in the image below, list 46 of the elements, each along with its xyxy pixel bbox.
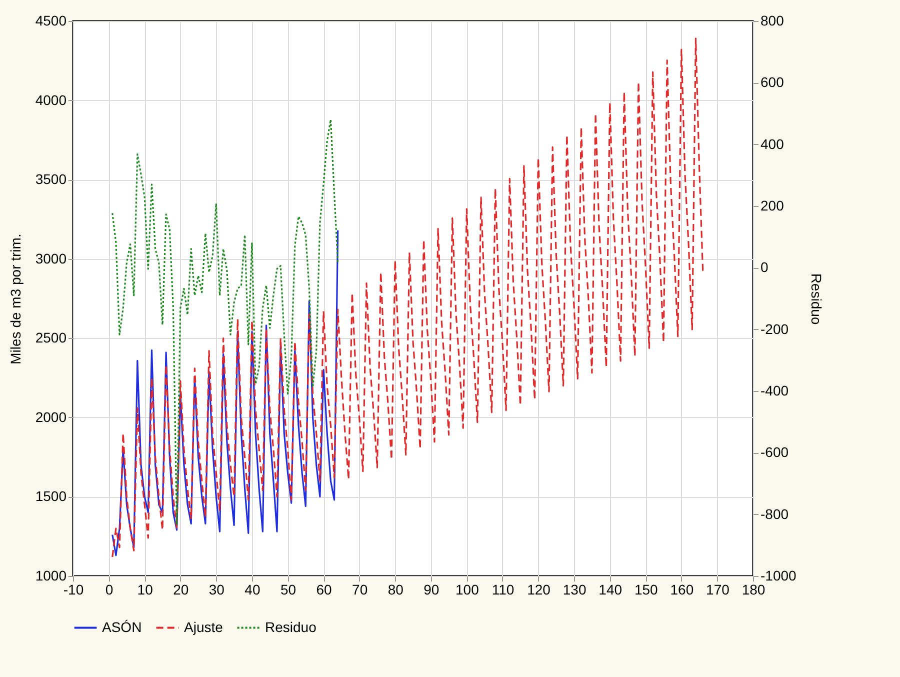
y2-tick-label: 0 (760, 259, 768, 276)
x-tick-label: 150 (634, 582, 658, 598)
x-tick-label: 10 (137, 582, 154, 598)
y-tick-label: 2500 (35, 330, 67, 346)
y2-tick-label: -1000 (760, 568, 797, 584)
y-axis-title: Miles de m3 por trim. (7, 234, 24, 364)
x-tick-label: 50 (280, 582, 296, 598)
y2-tick-label: -400 (760, 382, 789, 398)
y-tick-label: 1500 (35, 488, 67, 504)
y-tick-label: 2000 (35, 408, 67, 425)
line-series (112, 38, 704, 558)
x-tick-label: 110 (492, 582, 514, 598)
x-tick-label: 80 (388, 582, 404, 598)
y2-tick-label: 600 (760, 74, 784, 90)
x-tick-label: 180 (742, 582, 766, 598)
x-tick-label: 30 (208, 582, 225, 598)
y-tick-label: 4500 (35, 12, 67, 28)
y2-tick-label: 200 (760, 198, 784, 214)
x-tick-label: 60 (316, 582, 332, 598)
x-tick-label: 130 (562, 582, 586, 598)
legend-label: ASÓN (102, 618, 142, 635)
legend-label: Ajuste (184, 618, 224, 635)
legend-label: Residuo (265, 618, 317, 635)
x-tick-label: 20 (173, 582, 189, 598)
x-tick-label: 90 (424, 582, 440, 598)
x-tick-label: 40 (244, 582, 260, 598)
x-tick-label: 0 (105, 582, 114, 598)
line-series (112, 230, 339, 556)
y2-tick-label: 800 (760, 12, 784, 28)
x-tick-label: -10 (63, 582, 84, 598)
x-tick-label: 100 (456, 582, 480, 598)
y-tick-label: 3500 (35, 171, 67, 188)
y2-tick-label: 400 (760, 136, 784, 152)
x-tick-label: 70 (352, 582, 368, 598)
y2-axis-title: Residuo (808, 273, 824, 325)
y-tick-label: 3000 (35, 250, 67, 266)
y-tick-label: 4000 (35, 92, 67, 108)
x-tick-label: 170 (706, 582, 730, 598)
x-tick-label: 120 (527, 582, 551, 598)
y2-tick-label: -800 (760, 506, 789, 522)
y-tick-label: 1000 (35, 568, 67, 584)
line-series (112, 118, 339, 526)
y2-tick-label: -600 (760, 444, 789, 460)
y2-tick-label: -200 (760, 320, 789, 337)
x-tick-label: 140 (598, 582, 622, 598)
x-tick-label: 160 (670, 582, 694, 598)
